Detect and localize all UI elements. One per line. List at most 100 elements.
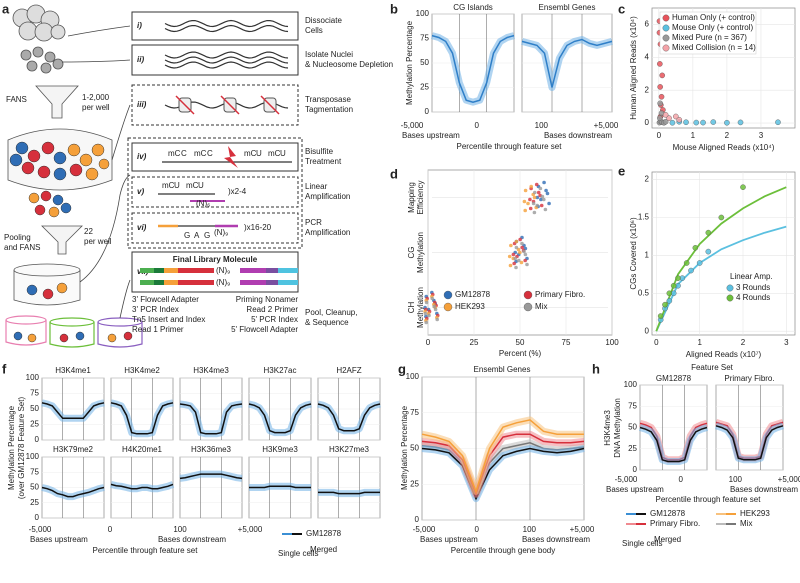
cell-point — [539, 203, 544, 208]
x-tick-label: 100 — [523, 525, 537, 534]
y-axis-label: Methylation Percentage — [7, 405, 16, 490]
point — [673, 113, 679, 120]
legend-box — [659, 11, 757, 55]
cell-point — [427, 313, 431, 318]
x-axis-label: Percentile through gene body — [451, 546, 556, 555]
legend-swatch — [726, 294, 734, 302]
step-box — [131, 212, 299, 244]
x-tick-label: 100 — [535, 121, 549, 130]
y-tick-label: 75 — [30, 467, 39, 476]
tn5-cut — [220, 95, 240, 115]
legend-swatch — [662, 44, 670, 52]
molecule-segment — [266, 280, 278, 285]
y-axis-label: Methylation Percentage — [400, 405, 409, 490]
x-note: Bases upstream — [420, 535, 478, 544]
legend-label: Mixed Pure (n = 367) — [672, 33, 747, 42]
molecule-segment — [240, 268, 266, 273]
y-tick-label: 25 — [30, 420, 39, 429]
cell-point — [535, 195, 540, 200]
legend-note: Single cells — [622, 539, 662, 548]
y-tick-label: 0 — [35, 513, 40, 522]
x-tick-label: 0 — [657, 131, 662, 140]
cell-point — [533, 190, 537, 195]
tn5-cut — [260, 95, 280, 115]
step-box — [131, 142, 299, 172]
panel-title: H3K79me2 — [53, 445, 94, 454]
cell-point — [509, 243, 513, 248]
legend-label: Tn5 Insert and Index — [132, 315, 205, 324]
panel-letter: h — [592, 361, 600, 376]
base: C — [207, 149, 213, 158]
x-tick-label: 0 — [474, 121, 479, 130]
merged-line — [110, 483, 174, 490]
x-tick-label: 1 — [691, 131, 696, 140]
legend-swatch — [523, 290, 533, 300]
molecule-title: Final Library Molecule — [173, 255, 258, 264]
x-tick-label: +5,000 — [594, 121, 619, 130]
cell-point — [522, 199, 527, 204]
step-number: v) — [137, 187, 144, 196]
point — [688, 267, 694, 274]
step-group — [127, 137, 303, 249]
point — [775, 119, 781, 126]
panel-title: H3K4me2 — [124, 366, 160, 375]
point — [657, 115, 663, 121]
cell-point — [542, 197, 546, 202]
y-tick-label: 100 — [624, 380, 638, 389]
panel-title: H3K36me3 — [191, 445, 232, 454]
legend-swatch — [662, 14, 670, 22]
cell-point — [435, 317, 440, 322]
legend-note: Merged — [310, 545, 337, 554]
x-axis-label: Aligned Reads (x10⁷) — [686, 350, 762, 359]
molecule-segment — [266, 268, 278, 273]
point — [666, 115, 672, 121]
legend-label: Human Only (+ control) — [672, 13, 755, 22]
cell-point — [512, 261, 516, 266]
x-tick-label: 3 — [759, 131, 764, 140]
label: 1-2,000 — [82, 93, 110, 102]
x-axis-label: Percentile through feature set — [457, 142, 563, 151]
point — [666, 298, 673, 304]
point — [693, 119, 700, 126]
cell-point — [523, 188, 528, 193]
legend-label: HEK293 — [740, 509, 770, 518]
x-tick-label: 100 — [729, 475, 743, 484]
plot-frame — [651, 171, 796, 336]
y-tick-label: 1.5 — [638, 213, 650, 222]
cell-point — [547, 201, 551, 206]
bisulfite-bolt — [224, 146, 238, 168]
y-tick-label: 50 — [410, 444, 419, 453]
x-tick-label: +5,000 — [778, 475, 800, 484]
x-tick-label: 0 — [678, 475, 683, 484]
category-label: Efficiency — [416, 180, 425, 214]
panel-title: H3K27me3 — [329, 445, 370, 454]
x-axis-label: Mouse Aligned Reads (x10⁴) — [673, 143, 775, 152]
cell-point — [430, 296, 435, 301]
x-tick-label: 2 — [725, 131, 730, 140]
cell-point — [535, 203, 539, 208]
merged-line — [249, 485, 311, 489]
point — [737, 119, 744, 126]
y-axis-label: Methylation Percentage — [405, 20, 414, 105]
point — [675, 275, 681, 281]
y-tick-label: 2 — [645, 85, 650, 94]
cell-point — [534, 182, 539, 187]
x-tick-label: 0 — [426, 338, 431, 347]
legend-swatch — [443, 302, 453, 312]
legend-note: Merged — [654, 535, 681, 544]
point — [657, 84, 663, 90]
category-label: CG — [407, 247, 416, 259]
merged-line — [110, 402, 174, 435]
panel-title: CG Islands — [453, 3, 493, 12]
legend-label: 3 Rounds — [736, 283, 770, 292]
x-axis-label: Percentile through feature set — [656, 495, 762, 504]
y-tick-label: 100 — [26, 373, 40, 382]
x-tick-label: -5,000 — [413, 525, 436, 534]
panel-letter: e — [618, 163, 625, 178]
step-label: Amplification — [305, 228, 350, 237]
legend-label: Primary Fibro. — [650, 519, 700, 528]
x-note: Bases upstream — [402, 131, 460, 140]
cell-point — [519, 260, 524, 265]
fit-line — [655, 186, 787, 332]
x-tick-label: -5,000 — [401, 121, 424, 130]
